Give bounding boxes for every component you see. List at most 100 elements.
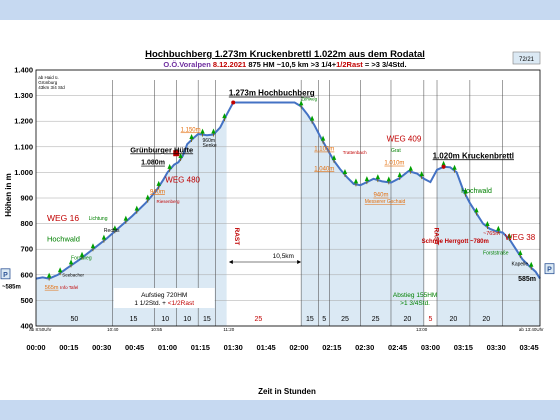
x-tick-label: 02:30 bbox=[355, 343, 374, 352]
tree-icon bbox=[342, 168, 348, 174]
tree-icon bbox=[386, 176, 391, 182]
annotation-label: ~765m bbox=[483, 231, 500, 237]
annotation-label: WEG 409 bbox=[387, 135, 422, 144]
tree-icon bbox=[178, 152, 183, 158]
parking-icon bbox=[544, 263, 555, 275]
annotation-label: 1.150m bbox=[181, 127, 201, 133]
y-tick-label: 1.100 bbox=[14, 142, 33, 151]
tree-icon bbox=[518, 250, 523, 256]
y-tick-label: 1.400 bbox=[14, 66, 33, 75]
annotation-label: Lichtung bbox=[89, 216, 108, 222]
segment-minutes: 5 bbox=[428, 316, 432, 323]
segment-minutes: 15 bbox=[306, 316, 314, 323]
annotation-label: 1.010m bbox=[384, 161, 404, 167]
x-tick-label: 00:45 bbox=[125, 343, 144, 352]
annotation-label: Grünburg bbox=[38, 80, 58, 85]
y-tick-label: 600 bbox=[20, 270, 33, 279]
tree-icon bbox=[79, 251, 85, 257]
parking-letter: P bbox=[3, 272, 8, 279]
tree-icon bbox=[507, 232, 512, 238]
annotation-label: 565m bbox=[45, 285, 59, 291]
y-tick-label: 1.200 bbox=[14, 117, 33, 126]
annotation-label: Rechts bbox=[104, 228, 120, 234]
time-mark: ab 13:40Uhr bbox=[519, 327, 544, 332]
tree-icon bbox=[353, 178, 359, 184]
rest-band bbox=[423, 169, 438, 326]
annotation-label: RAST bbox=[233, 228, 240, 246]
annotation-label: WEG 480 bbox=[165, 176, 200, 185]
tree-icon bbox=[167, 163, 172, 169]
annotation-label: Zehweg bbox=[301, 97, 318, 102]
x-tick-label: 00:00 bbox=[26, 343, 45, 352]
annotation-label: RAST bbox=[432, 228, 439, 246]
annotation-label: Hochwald bbox=[47, 235, 80, 244]
abstieg-line1: Abstieg 155HM bbox=[393, 292, 437, 299]
subtitle-part: O.Ö.Voralpen bbox=[163, 60, 211, 69]
bottom-band bbox=[0, 400, 560, 420]
x-tick-label: 01:30 bbox=[224, 343, 243, 352]
tree-icon bbox=[189, 133, 194, 139]
y-tick-label: 900 bbox=[20, 194, 33, 203]
rest-band bbox=[226, 102, 302, 326]
subtitle-part: >3 1/4+ bbox=[309, 60, 337, 69]
tree-icon bbox=[156, 180, 161, 186]
annotation-label: Forstweg bbox=[71, 255, 92, 261]
time-mark: 13:00 bbox=[416, 327, 428, 332]
segment-minutes: 20 bbox=[450, 316, 458, 323]
tree-icon bbox=[474, 207, 479, 213]
segment-minutes: 10 bbox=[183, 316, 191, 323]
top-band bbox=[0, 0, 560, 20]
x-tick-label: 03:15 bbox=[454, 343, 473, 352]
tree-icon bbox=[441, 160, 446, 166]
annotation-label: 940m bbox=[150, 189, 165, 195]
summit-marker bbox=[231, 100, 236, 105]
annotation-label: Grat bbox=[391, 148, 401, 154]
annotation-label: WEG 16 bbox=[47, 213, 79, 223]
tree-icon bbox=[222, 113, 227, 119]
summit-marker bbox=[441, 164, 446, 169]
y-axis-label: Höhen in m bbox=[4, 173, 13, 217]
annotation-label: Messerer Gschaid bbox=[365, 199, 406, 205]
y-tick-label: 1.300 bbox=[14, 91, 33, 100]
annotation-label: Senke bbox=[203, 143, 217, 149]
annotation-label: Kapelle bbox=[512, 261, 529, 267]
profile-line bbox=[35, 101, 541, 280]
tree-icon bbox=[375, 174, 381, 180]
plot-border bbox=[35, 69, 541, 327]
segment-minutes: 50 bbox=[70, 316, 78, 323]
page-badge: 72/21 bbox=[512, 51, 541, 65]
annotation-label: 1.080m bbox=[141, 160, 165, 167]
abstieg-line2: >1 3/4Std. bbox=[400, 300, 430, 307]
tree-icon bbox=[90, 243, 96, 249]
annotation-label: 1.020m Kruckenbrettl bbox=[433, 151, 514, 160]
annotation-label: 43km 3/4 Std bbox=[38, 85, 65, 90]
tree-icon bbox=[320, 135, 326, 141]
tree-icon bbox=[145, 194, 150, 200]
x-tick-label: 00:15 bbox=[59, 343, 78, 352]
annotation-label: Forststraße bbox=[483, 250, 509, 256]
x-tick-label: 03:30 bbox=[487, 343, 506, 352]
segment-minutes: 25 bbox=[341, 316, 349, 323]
annotation-label: 585m bbox=[518, 276, 536, 283]
tree-icon bbox=[200, 128, 205, 134]
parking-letter: P bbox=[547, 267, 552, 274]
abstieg-summary: Abstieg 155HM>1 3/4Std. bbox=[393, 292, 437, 307]
elevation-profile-chart: Hochbuchberg 1.273m Kruckenbrettl 1.022m… bbox=[0, 49, 555, 396]
segment-minutes: 25 bbox=[372, 316, 380, 323]
tree-icon bbox=[112, 225, 118, 231]
tree-icon bbox=[68, 259, 74, 265]
segment-minutes: 15 bbox=[130, 316, 138, 323]
tree-icon bbox=[46, 272, 52, 278]
chart-subtitle: O.Ö.Voralpen 8.12.2021 875 HM ~10,5 km >… bbox=[163, 60, 406, 69]
annotation-label: Schnee Herrgott ~780m bbox=[422, 239, 489, 245]
aufstieg-line1: Aufstieg 720HM bbox=[141, 292, 187, 299]
annotation-label: Grünburger Hütte bbox=[130, 145, 193, 154]
aufstieg-rest: <1/2Rast bbox=[168, 300, 194, 307]
subtitle-part: 1/2Rast bbox=[336, 60, 363, 69]
tree-icon bbox=[57, 267, 63, 273]
x-tick-label: 01:15 bbox=[191, 343, 210, 352]
y-tick-label: 800 bbox=[20, 219, 33, 228]
tree-icon bbox=[298, 100, 304, 106]
annotation-label: Trattenbach bbox=[343, 150, 367, 155]
